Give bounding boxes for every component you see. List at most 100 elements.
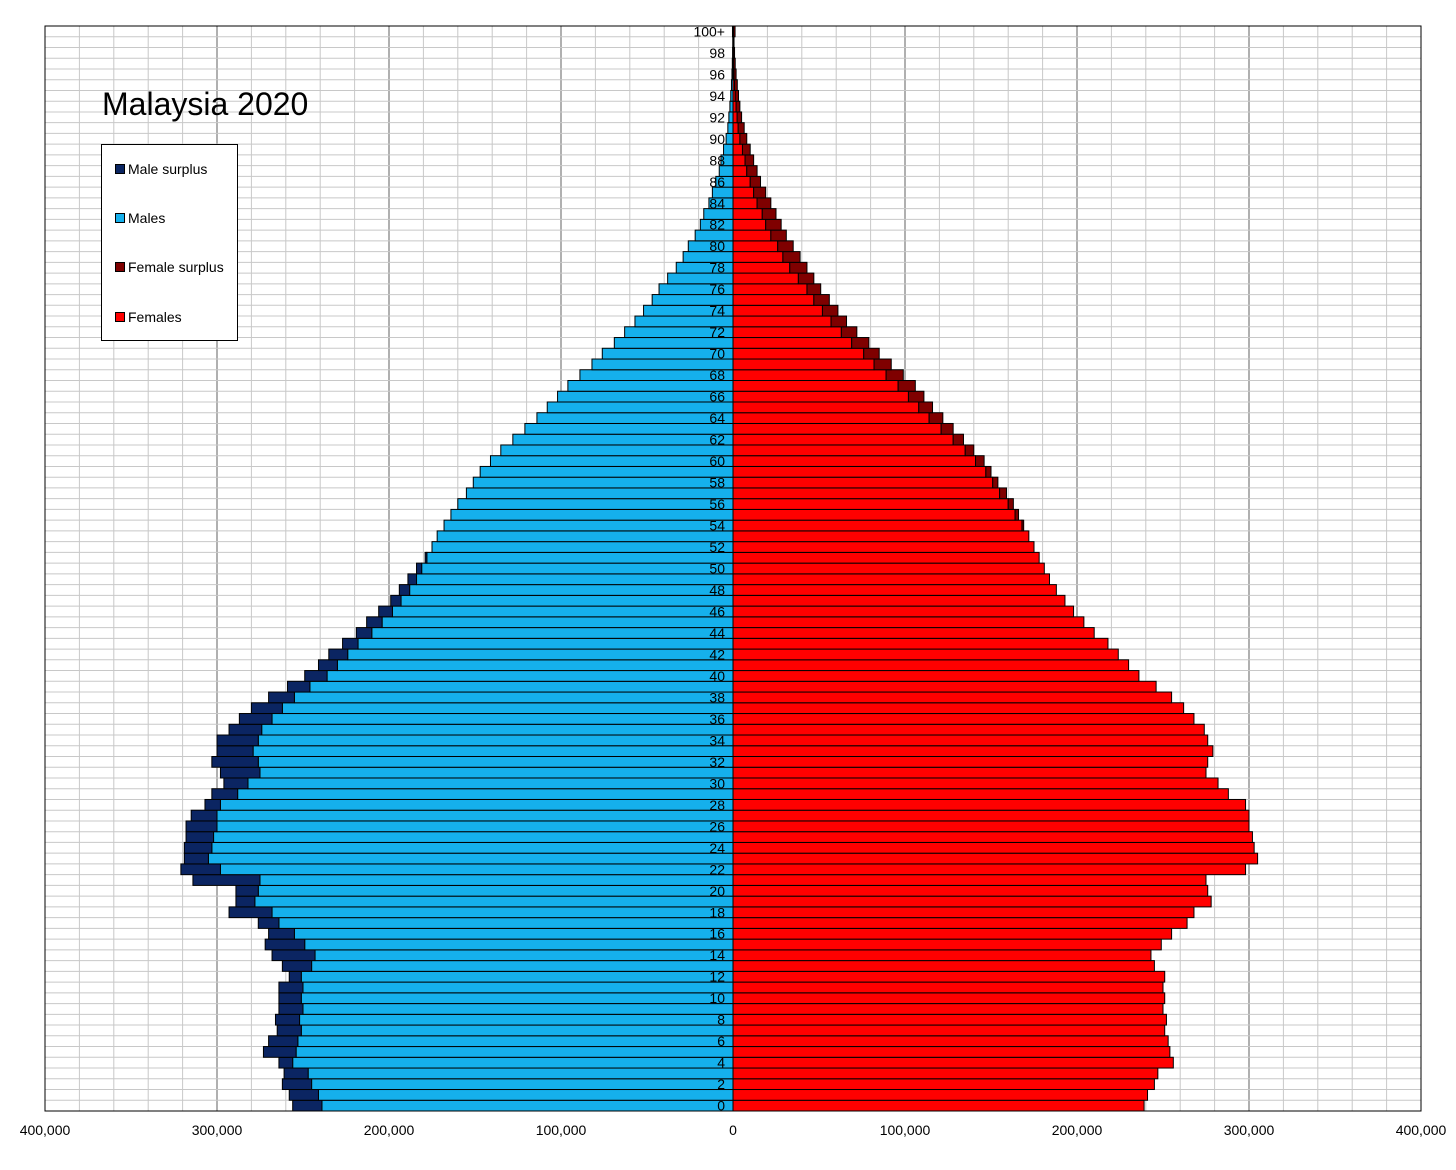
bar-male-surplus-age-22 xyxy=(180,863,221,876)
bar-females-age-27 xyxy=(732,809,1250,822)
bar-females-age-50 xyxy=(732,562,1045,575)
bar-females-age-53 xyxy=(732,530,1030,543)
bar-males-age-37 xyxy=(281,702,734,715)
bar-females-age-33 xyxy=(732,745,1214,757)
bar-females-age-71 xyxy=(732,337,853,349)
bar-females-age-80 xyxy=(732,240,779,253)
bar-male-surplus-age-29 xyxy=(211,788,239,800)
bar-female-surplus-age-56 xyxy=(1007,498,1014,510)
legend-swatch-males xyxy=(115,213,125,223)
bar-female-surplus-age-90 xyxy=(739,132,748,145)
x-tick-label: 100,000 xyxy=(536,1122,587,1138)
age-label: 24 xyxy=(709,840,725,856)
age-label: 78 xyxy=(709,260,725,276)
bar-males-age-32 xyxy=(257,755,734,768)
bar-females-age-57 xyxy=(732,487,1001,500)
bar-males-age-65 xyxy=(546,401,734,414)
legend-item-female-surplus: Female surplus xyxy=(115,259,224,275)
bar-females-age-64 xyxy=(732,412,930,424)
age-label: 48 xyxy=(709,582,725,598)
age-label: 90 xyxy=(709,131,725,147)
bar-females-age-0 xyxy=(732,1099,1145,1112)
bar-males-age-19 xyxy=(254,895,734,908)
legend-item-males: Males xyxy=(115,210,165,226)
bar-females-age-63 xyxy=(732,422,942,435)
bar-males-age-57 xyxy=(465,487,734,500)
age-label: 68 xyxy=(709,367,725,383)
bar-males-age-58 xyxy=(472,476,734,489)
bar-female-surplus-age-95 xyxy=(734,79,738,91)
bar-female-surplus-age-80 xyxy=(777,240,794,253)
age-label: 74 xyxy=(709,303,725,319)
bar-males-age-63 xyxy=(524,422,734,435)
age-label: 50 xyxy=(709,561,725,577)
bar-male-surplus-age-38 xyxy=(268,691,295,704)
bar-male-surplus-age-17 xyxy=(257,917,280,929)
bar-males-age-24 xyxy=(211,841,734,854)
legend-swatch-females xyxy=(115,312,125,322)
bar-male-surplus-age-31 xyxy=(219,766,261,779)
bar-male-surplus-age-23 xyxy=(183,852,209,865)
legend: Male surplus Males Female surplus Female… xyxy=(101,144,238,341)
age-label: 40 xyxy=(709,668,725,684)
bar-females-age-70 xyxy=(732,347,865,360)
age-label: 96 xyxy=(709,66,725,82)
bar-females-age-7 xyxy=(732,1024,1166,1037)
bar-females-age-68 xyxy=(732,369,887,382)
bar-males-age-46 xyxy=(391,605,734,618)
bar-males-age-8 xyxy=(299,1013,734,1026)
age-label: 66 xyxy=(709,389,725,405)
bar-females-age-18 xyxy=(732,906,1195,919)
bar-males-age-6 xyxy=(297,1035,734,1048)
bar-males-age-48 xyxy=(409,584,734,596)
bar-male-surplus-age-27 xyxy=(190,809,218,822)
x-tick-label: 100,000 xyxy=(880,1122,931,1138)
bar-females-age-65 xyxy=(732,401,920,414)
bar-females-age-15 xyxy=(732,938,1162,951)
bar-female-surplus-age-73 xyxy=(830,315,848,328)
bar-male-surplus-age-21 xyxy=(192,874,261,886)
bar-females-age-3 xyxy=(732,1067,1159,1080)
bar-males-age-13 xyxy=(311,960,734,972)
bar-male-surplus-age-42 xyxy=(328,648,349,661)
bar-males-age-14 xyxy=(314,949,734,962)
bar-females-age-11 xyxy=(732,981,1164,994)
bar-male-surplus-age-4 xyxy=(278,1056,294,1069)
bar-males-age-40 xyxy=(326,670,734,682)
bar-females-age-73 xyxy=(732,315,832,328)
bar-females-age-34 xyxy=(732,734,1209,747)
bar-females-age-23 xyxy=(732,852,1259,865)
bar-males-age-64 xyxy=(536,412,734,424)
x-tick-label: 300,000 xyxy=(1224,1122,1275,1138)
age-label: 38 xyxy=(709,689,725,705)
bar-female-surplus-age-83 xyxy=(761,208,777,220)
legend-label-female-surplus: Female surplus xyxy=(128,259,224,275)
bar-males-age-45 xyxy=(381,616,734,629)
bar-female-surplus-age-63 xyxy=(940,422,954,435)
bar-males-age-15 xyxy=(304,938,734,951)
bar-male-surplus-age-32 xyxy=(211,755,259,768)
bar-male-surplus-age-24 xyxy=(183,841,213,854)
bar-male-surplus-age-14 xyxy=(271,949,316,962)
age-label: 58 xyxy=(709,475,725,491)
bar-females-age-44 xyxy=(732,627,1095,639)
bar-females-age-84 xyxy=(732,197,758,210)
bar-females-age-42 xyxy=(732,648,1119,661)
bar-male-surplus-age-2 xyxy=(281,1078,313,1091)
bar-females-age-39 xyxy=(732,680,1157,693)
bar-females-age-54 xyxy=(732,519,1023,532)
bar-males-age-42 xyxy=(347,648,734,661)
bar-male-surplus-age-12 xyxy=(288,970,302,983)
bar-males-age-61 xyxy=(500,444,734,457)
bar-males-age-31 xyxy=(259,766,734,779)
age-label: 28 xyxy=(709,797,725,813)
bar-males-age-21 xyxy=(259,874,734,886)
bar-male-surplus-age-48 xyxy=(398,584,411,596)
legend-swatch-female-surplus xyxy=(115,262,125,272)
age-label: 60 xyxy=(709,453,725,469)
bar-female-surplus-age-84 xyxy=(756,197,772,210)
bar-female-surplus-age-72 xyxy=(840,326,858,339)
bar-males-age-0 xyxy=(321,1099,734,1112)
x-tick-label: 300,000 xyxy=(192,1122,243,1138)
bar-females-age-75 xyxy=(732,294,815,306)
